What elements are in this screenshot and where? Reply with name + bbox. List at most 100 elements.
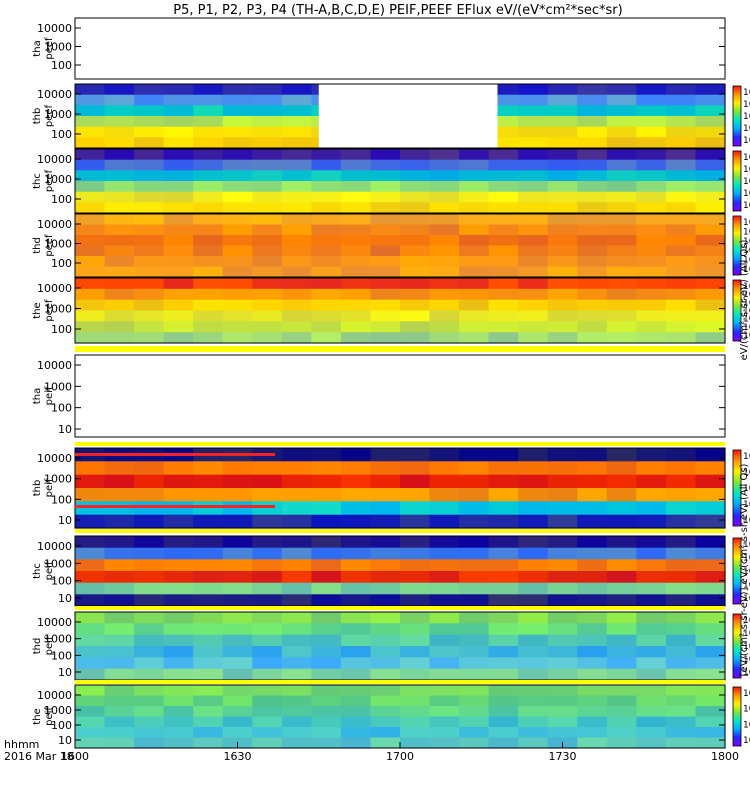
heatmap-cell <box>429 727 460 739</box>
heatmap-cell <box>488 695 519 707</box>
heatmap-cell <box>311 299 342 312</box>
heatmap-cell <box>547 235 578 247</box>
heatmap-cell <box>695 256 726 268</box>
heatmap-cell <box>518 547 549 560</box>
heatmap-cell <box>547 310 578 322</box>
heatmap-cell <box>488 105 519 117</box>
heatmap-cell <box>252 126 283 138</box>
heatmap-cell <box>665 137 696 149</box>
heatmap-cell <box>459 288 490 301</box>
heatmap-cell <box>459 181 490 193</box>
heatmap-cell <box>340 332 371 344</box>
heatmap-cell <box>134 214 165 226</box>
heatmap-cell <box>488 159 519 171</box>
panel-ylabel: peef <box>44 299 55 322</box>
heatmap-cell <box>606 547 637 560</box>
heatmap-cell <box>400 646 431 658</box>
heatmap-cell <box>606 716 637 728</box>
heatmap-cell <box>547 181 578 193</box>
heatmap-cell <box>311 536 342 549</box>
heatmap-cell <box>193 332 224 344</box>
heatmap-cell <box>518 668 549 681</box>
panels-group: thapeef100001000100thbpeef10000100010010… <box>32 17 750 749</box>
heatmap-cell <box>252 685 283 697</box>
heatmap-cell <box>134 737 165 749</box>
heatmap-cell <box>695 310 726 322</box>
heatmap-cell <box>577 536 608 549</box>
ytick-label: 100 <box>51 575 72 588</box>
heatmap-cell <box>400 461 431 476</box>
heatmap-cell <box>636 332 667 344</box>
heatmap-cell <box>311 685 342 697</box>
heatmap-cell <box>311 245 342 257</box>
xtick-label: 1600 <box>61 750 89 763</box>
heatmap-cell <box>518 727 549 739</box>
heatmap-cell <box>400 299 431 312</box>
heatmap-cell <box>104 657 135 670</box>
ytick-label: 10000 <box>37 153 72 166</box>
heatmap-cell <box>695 685 726 697</box>
heatmap-cell <box>665 706 696 718</box>
heatmap-cell <box>163 235 194 247</box>
heatmap-cell <box>547 547 578 560</box>
heatmap-cell <box>488 706 519 718</box>
heatmap-cell <box>193 737 224 749</box>
heatmap-cell <box>193 571 224 584</box>
heatmap-cell <box>695 594 726 607</box>
heatmap-cell <box>163 737 194 749</box>
heatmap-cell <box>104 559 135 572</box>
heatmap-cell <box>400 657 431 670</box>
heatmap-cell <box>695 202 726 214</box>
heatmap-cell <box>400 716 431 728</box>
heatmap-cell <box>370 474 401 489</box>
heatmap-cell <box>311 202 342 214</box>
heatmap-cell <box>222 559 253 572</box>
heatmap-cell <box>370 461 401 476</box>
heatmap-cell <box>193 623 224 636</box>
heatmap-cell <box>577 634 608 647</box>
heatmap-cell <box>547 571 578 584</box>
heatmap-cell <box>429 571 460 584</box>
heatmap-cell <box>252 634 283 647</box>
heatmap-cell <box>252 245 283 257</box>
heatmap-cell <box>311 716 342 728</box>
heatmap-cell <box>488 657 519 670</box>
heatmap-cell <box>488 594 519 607</box>
heatmap-cell <box>429 594 460 607</box>
heatmap-cell <box>281 256 312 268</box>
heatmap-cell <box>134 623 165 636</box>
heatmap-cell <box>518 278 549 290</box>
colorbar <box>732 686 742 747</box>
heatmap-cell <box>311 235 342 247</box>
heatmap-cell <box>400 571 431 584</box>
heatmap-cell <box>281 288 312 301</box>
heatmap-cell <box>163 159 194 171</box>
heatmap-cell <box>370 224 401 236</box>
heatmap-cell <box>193 202 224 214</box>
heatmap-cell <box>193 547 224 560</box>
ytick-label: 1000 <box>44 303 72 316</box>
heatmap-cell <box>488 332 519 344</box>
heatmap-cell <box>252 727 283 739</box>
panel-ylabel: peef <box>44 234 55 257</box>
heatmap-cell <box>281 737 312 749</box>
heatmap-cell <box>665 149 696 161</box>
ytick-label: 1000 <box>44 41 72 54</box>
heatmap-cell <box>577 159 608 171</box>
heatmap-cell <box>488 737 519 749</box>
heatmap-cell <box>488 256 519 268</box>
heatmap-cell <box>75 716 106 728</box>
heatmap-cell <box>340 310 371 322</box>
heatmap-cell <box>134 149 165 161</box>
heatmap-cell <box>163 116 194 128</box>
colorbar-tick-label: 10¹⁰ <box>743 88 750 98</box>
heatmap-cell <box>695 559 726 572</box>
heatmap-cell <box>222 571 253 584</box>
heatmap-cell <box>75 299 106 312</box>
heatmap-cell <box>518 149 549 161</box>
heatmap-cell <box>429 612 460 624</box>
status-bar-red <box>75 505 275 508</box>
heatmap-cell <box>488 547 519 560</box>
